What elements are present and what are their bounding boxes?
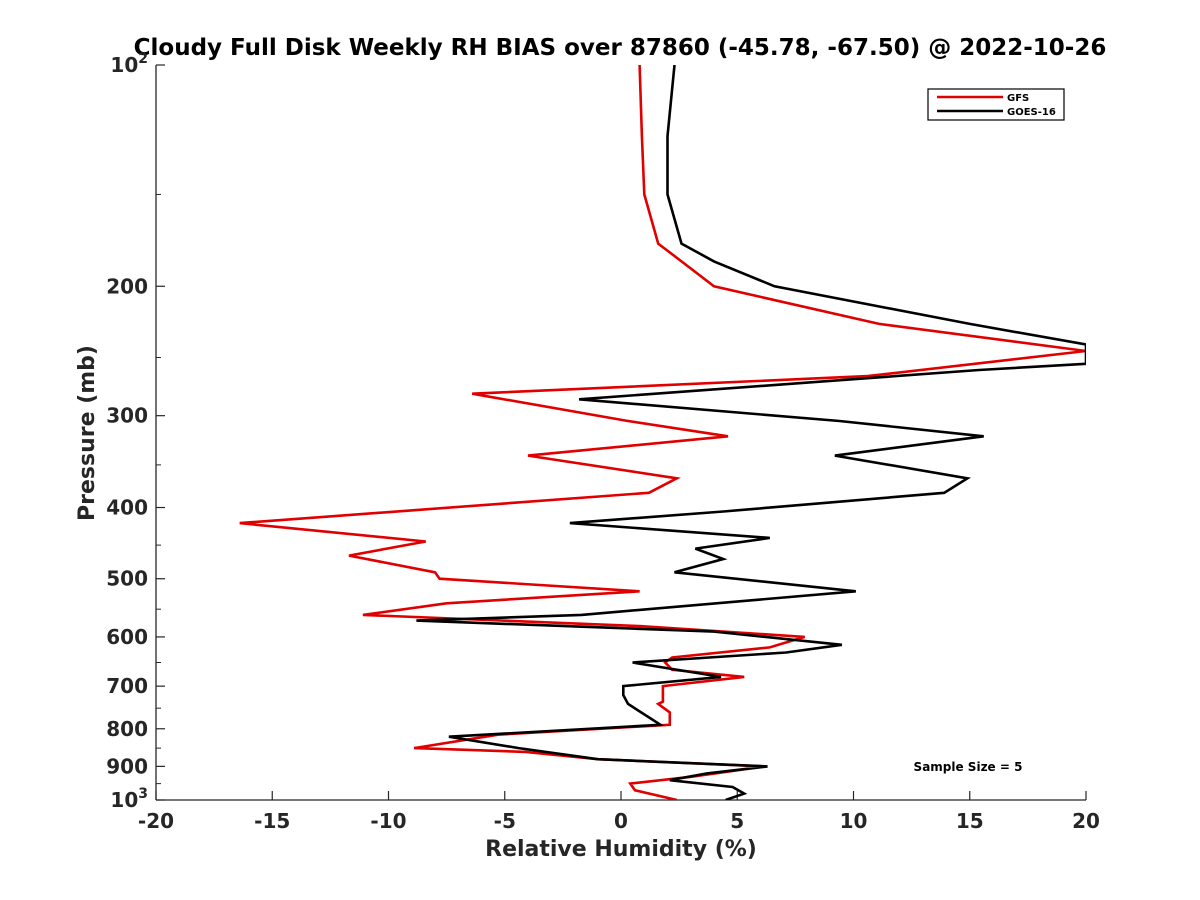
series-layer (239, 65, 1086, 800)
y-tick-label: 400 (106, 496, 148, 520)
legend-label: GOES-16 (1007, 107, 1056, 118)
x-tick-label: 20 (1072, 809, 1100, 833)
plot-area (156, 65, 1086, 800)
y-tick-label: 800 (106, 717, 148, 741)
x-tick-label: 15 (956, 809, 984, 833)
y-axis-label: Pressure (mb) (75, 345, 100, 521)
y-tick-label: 300 (106, 404, 148, 428)
legend-label: GFS (1007, 93, 1029, 104)
x-tick-label: -5 (494, 809, 516, 833)
x-tick-label: -20 (138, 809, 174, 833)
sample-size-note: Sample Size = 5 (914, 760, 1023, 774)
series-line-goes-16 (416, 65, 1086, 800)
axes-layer: -20 -15 -10 -5 0 5 10 15 20 102 200 300 400 500 600 700… (106, 51, 1100, 833)
chart-title: Cloudy Full Disk Weekly RH BIAS over 878… (134, 35, 1107, 61)
y-tick-label: 900 (106, 754, 148, 778)
legend: GFS GOES-16 (927, 88, 1065, 121)
y-tick-label: 600 (106, 625, 148, 649)
y-tick-label: 700 (106, 674, 148, 698)
x-tick-label: 5 (730, 809, 744, 833)
x-axis-label: Relative Humidity (%) (485, 837, 757, 862)
x-tick-label: 0 (614, 809, 628, 833)
y-tick-label: 103 (110, 786, 148, 812)
series-line-gfs (239, 65, 1086, 800)
x-tick-label: -10 (370, 809, 406, 833)
y-tick-label: 102 (110, 51, 148, 77)
legend-box (927, 88, 1065, 121)
x-tick-label: -15 (254, 809, 290, 833)
x-tick-label: 10 (840, 809, 868, 833)
y-tick-label: 500 (106, 567, 148, 591)
y-tick-label: 200 (106, 274, 148, 298)
